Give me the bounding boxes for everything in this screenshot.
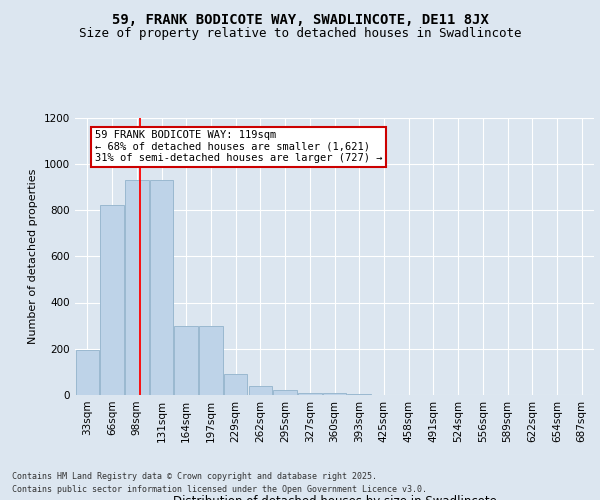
Bar [298,392,322,395]
Bar [274,390,297,395]
Y-axis label: Number of detached properties: Number of detached properties [28,168,38,344]
Text: Size of property relative to detached houses in Swadlincote: Size of property relative to detached ho… [79,28,521,40]
Bar [199,326,223,395]
X-axis label: Distribution of detached houses by size in Swadlincote: Distribution of detached houses by size … [173,495,496,500]
Bar [100,206,124,395]
Bar [150,180,173,395]
Bar [323,393,346,395]
Bar [76,350,99,395]
Bar [175,326,198,395]
Bar [248,386,272,395]
Text: 59, FRANK BODICOTE WAY, SWADLINCOTE, DE11 8JX: 59, FRANK BODICOTE WAY, SWADLINCOTE, DE1… [112,12,488,26]
Bar [224,374,247,395]
Bar [125,180,149,395]
Bar [347,394,371,395]
Text: Contains HM Land Registry data © Crown copyright and database right 2025.: Contains HM Land Registry data © Crown c… [12,472,377,481]
Text: Contains public sector information licensed under the Open Government Licence v3: Contains public sector information licen… [12,485,427,494]
Text: 59 FRANK BODICOTE WAY: 119sqm
← 68% of detached houses are smaller (1,621)
31% o: 59 FRANK BODICOTE WAY: 119sqm ← 68% of d… [95,130,382,164]
